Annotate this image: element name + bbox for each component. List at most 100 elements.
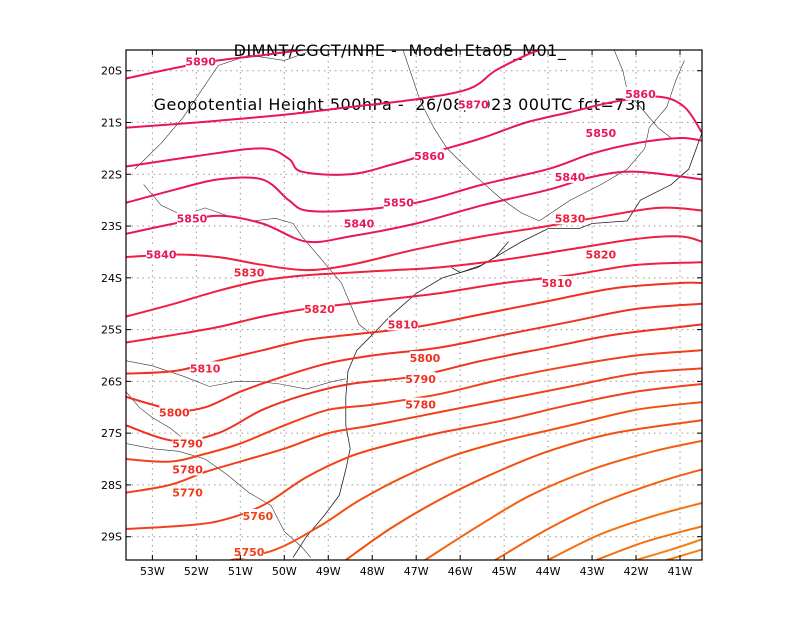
- border-b: [134, 52, 307, 170]
- contour-5760: [126, 367, 702, 494]
- contour-label-5780: 5780: [172, 462, 203, 476]
- contour-label-5860: 5860: [414, 149, 445, 163]
- lon-tick-label: 43W: [580, 565, 605, 578]
- lat-tick-label: 24S: [101, 272, 122, 285]
- contour-5810: [126, 261, 702, 344]
- contour-label-5770: 5770: [172, 485, 203, 500]
- lon-tick-label: 46W: [448, 565, 473, 578]
- contour-label-text: 5790: [405, 373, 436, 386]
- contour-label-text: 5820: [586, 249, 617, 262]
- contour-label-5820: 5820: [304, 301, 335, 316]
- lat-tick-label: 28S: [101, 479, 122, 492]
- contour-label-5830: 5830: [234, 265, 265, 280]
- contour-label-text: 5760: [243, 510, 274, 523]
- label-knockout: [414, 149, 445, 163]
- contour-label-5790: 5790: [172, 436, 203, 451]
- contour-label-text: 5840: [146, 249, 177, 262]
- border-f: [402, 50, 540, 222]
- contour-5720: [424, 439, 702, 560]
- contour-label-text: 5770: [172, 487, 203, 500]
- contour-label-5750: 5750: [234, 545, 265, 559]
- lat-tick-label: 20S: [101, 65, 122, 78]
- contour-5710: [494, 468, 702, 560]
- lon-tick-label: 42W: [624, 565, 649, 578]
- lat-tick-label: 26S: [101, 375, 122, 388]
- contour-label-text: 5750: [234, 546, 265, 559]
- label-knockout: [405, 371, 436, 385]
- lat-tick-label: 23S: [101, 220, 122, 233]
- border-c: [126, 360, 346, 390]
- contour-5690: [595, 525, 702, 560]
- lon-tick-label: 51W: [228, 565, 253, 578]
- contour-5750: [126, 383, 702, 530]
- border-e: [126, 391, 184, 439]
- contour-label-text: 5780: [172, 463, 203, 476]
- label-knockout: [185, 54, 216, 68]
- label-knockout: [625, 87, 656, 101]
- label-knockout: [234, 545, 265, 559]
- contour-5770: [126, 349, 702, 463]
- contour-label-text: 5840: [555, 171, 586, 184]
- label-knockout: [405, 397, 436, 411]
- label-knockout: [146, 247, 177, 261]
- lat-tick-label: 27S: [101, 427, 122, 440]
- contour-label-5830: 5830: [555, 211, 586, 225]
- map-frame: [125, 49, 703, 561]
- label-knockout: [176, 211, 207, 225]
- contour-label-text: 5810: [388, 318, 419, 331]
- contour-label-text: 5850: [177, 212, 208, 225]
- contour-label-text: 5830: [234, 267, 265, 280]
- contour-label-5760: 5760: [242, 508, 274, 523]
- contour-label-5840: 5840: [344, 216, 375, 230]
- contour-label-text: 5850: [586, 127, 617, 140]
- axis-ticks: 53W 52W 51W 50W 49W 48W 47W 46W 45W 44W 43W 42W 41W 2…: [101, 50, 702, 578]
- contour-label-5870: 5870: [458, 97, 489, 111]
- contour-label-5800: 5800: [410, 351, 441, 365]
- contour-5740: [230, 401, 702, 560]
- contour-label-text: 5840: [344, 217, 375, 230]
- label-knockout: [234, 265, 265, 279]
- label-knockout: [172, 436, 203, 450]
- contour-5830: [126, 206, 702, 272]
- contour-label-5850: 5850: [586, 125, 617, 140]
- label-knockout: [242, 508, 273, 522]
- label-knockout: [172, 462, 203, 476]
- contour-label-5840: 5840: [555, 169, 586, 184]
- lon-tick-label: 50W: [272, 565, 297, 578]
- contour-label-layer: 5890 5870 5860 5860 5850 5850 5850 5840 5840 5840…: [146, 54, 656, 559]
- contour-label-5780: 5780: [405, 397, 436, 412]
- lat-tick-label: 21S: [101, 116, 122, 129]
- lon-tick-label: 44W: [536, 565, 561, 578]
- lon-tick-label: 52W: [184, 565, 209, 578]
- contour-label-text: 5780: [405, 399, 436, 412]
- label-knockout: [190, 361, 221, 375]
- lon-tick-label: 45W: [492, 565, 517, 578]
- contour-label-5820: 5820: [585, 247, 617, 262]
- contour-label-5800: 5800: [159, 405, 190, 419]
- contour-5780: [126, 323, 702, 443]
- contour-label-text: 5820: [304, 303, 335, 316]
- lon-tick-label: 49W: [316, 565, 341, 578]
- contour-label-5810: 5810: [541, 275, 573, 290]
- contour-5730: [344, 419, 702, 560]
- label-knockout: [344, 216, 375, 230]
- label-knockout: [585, 247, 616, 261]
- geography-layer: [126, 50, 702, 558]
- contour-label-5890: 5890: [185, 54, 216, 68]
- contour-label-5860: 5860: [625, 87, 656, 101]
- label-knockout: [555, 169, 586, 183]
- contour-5700: [547, 502, 702, 560]
- lat-tick-label: 22S: [101, 168, 122, 181]
- contour-5870: [126, 50, 541, 129]
- contour-label-text: 5850: [383, 197, 414, 210]
- contour-5670: [665, 548, 702, 560]
- contour-label-text: 5890: [185, 55, 216, 68]
- label-knockout: [458, 97, 489, 111]
- border-g: [539, 60, 685, 222]
- border-d: [126, 443, 311, 558]
- label-knockout: [541, 275, 572, 289]
- contour-5680: [635, 538, 702, 560]
- contour-layer: [126, 50, 702, 560]
- contour-label-text: 5800: [159, 406, 190, 419]
